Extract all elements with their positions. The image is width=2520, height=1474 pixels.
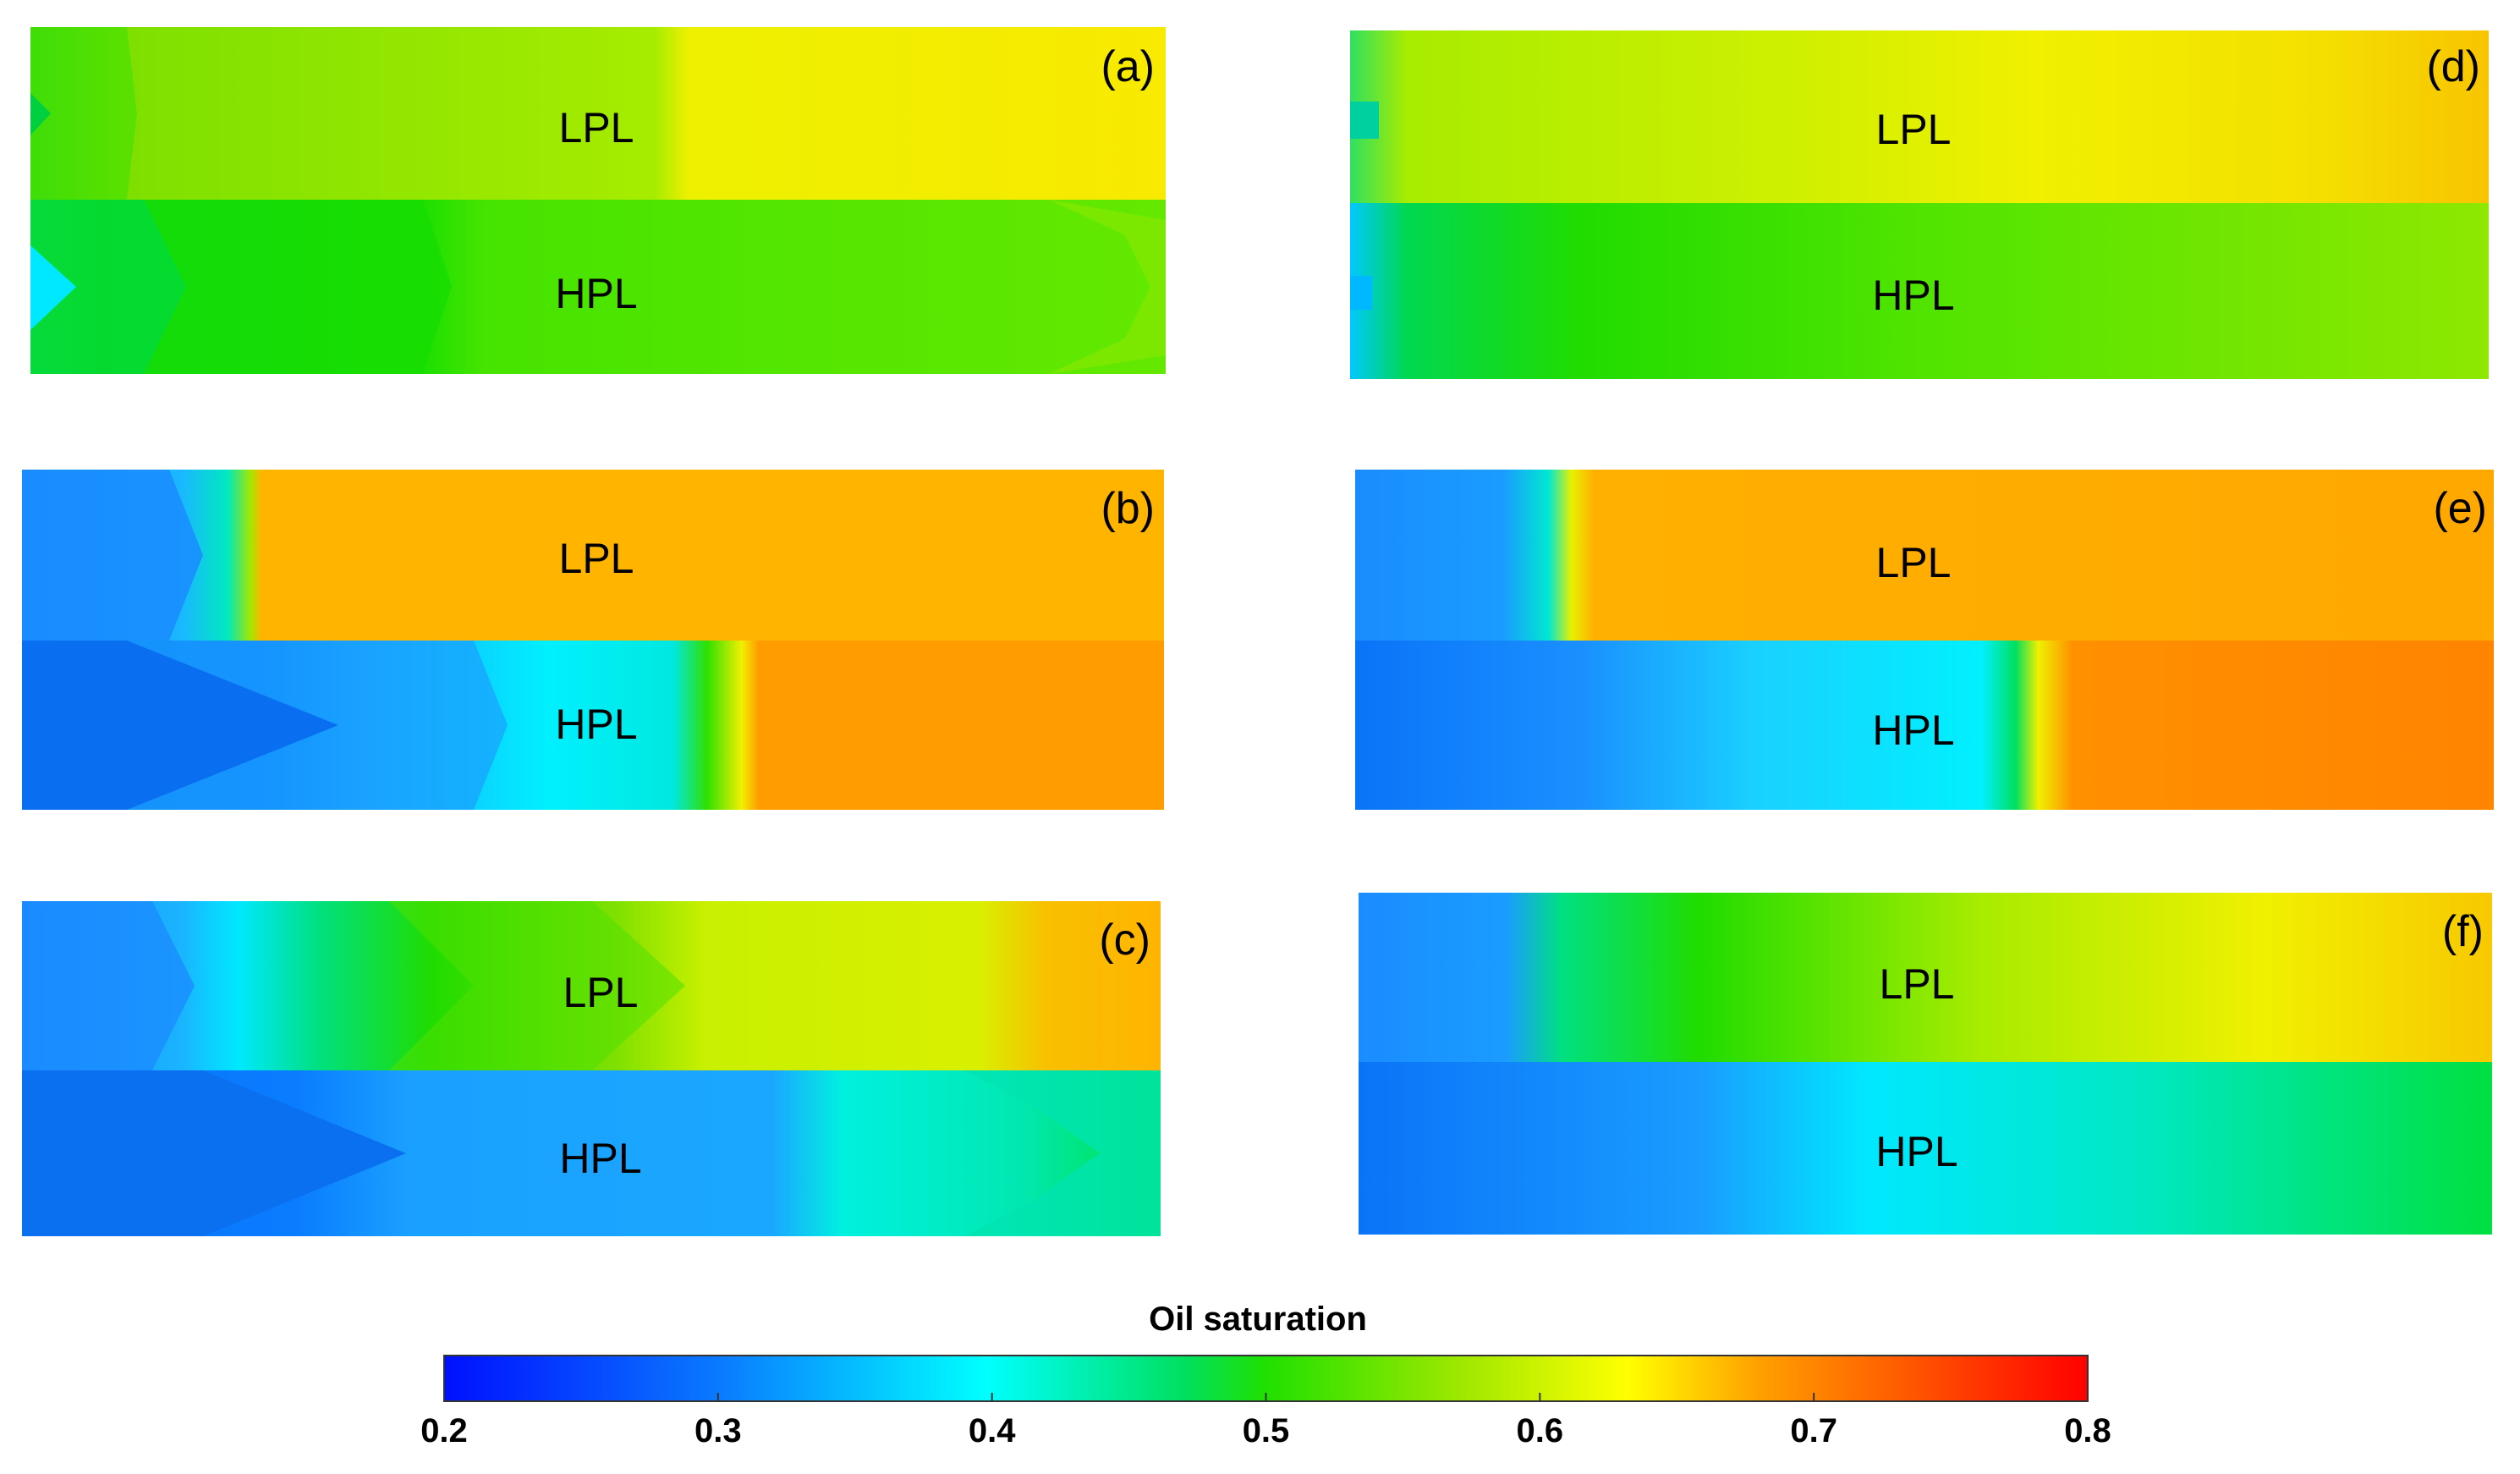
colorbar-tick-label: 0.5 [1243, 1412, 1290, 1449]
panel-f-hpl-layer [1359, 1062, 2492, 1235]
panel-a-lpl-label: LPL [559, 104, 634, 151]
panel-f-lpl-layer [1359, 893, 2492, 1062]
colorbar-tick-label: 0.8 [2064, 1412, 2111, 1449]
panel-e-hpl-layer [1355, 641, 2494, 810]
panel-a-hpl-inner [30, 245, 76, 330]
colorbar: Oil saturation 0.2 0.3 0.4 0.5 0.6 0.7 0.8 [420, 1301, 2111, 1449]
panel-d-hpl-label: HPL [1872, 272, 1954, 319]
panel-b-lpl-label: LPL [559, 535, 634, 582]
panel-a-hpl-label: HPL [555, 270, 637, 317]
panel-f-lpl-label: LPL [1880, 960, 1955, 1008]
panel-e-lpl-layer [1355, 470, 2494, 641]
panel-b-hpl-front [22, 641, 338, 810]
panel-b-lpl-front [22, 470, 203, 641]
panel-c-hpl-label: HPL [559, 1135, 641, 1182]
panel-b-hpl-label: HPL [555, 701, 637, 748]
colorbar-tick-label: 0.2 [420, 1412, 468, 1449]
panel-d-lpl-layer [1350, 30, 2489, 203]
colorbar-ticks: 0.2 0.3 0.4 0.5 0.6 0.7 0.8 [420, 1393, 2111, 1449]
panel-c-lpl-green [389, 901, 685, 1070]
panel-f-hpl-label: HPL [1875, 1128, 1957, 1175]
panel-e-lpl-label: LPL [1876, 539, 1952, 586]
panel-d: LPL HPL (d) [1350, 30, 2489, 379]
panel-b: LPL HPL (b) [22, 470, 1164, 810]
panel-e: LPL HPL (e) [1355, 470, 2494, 810]
panel-b-lpl-layer [22, 470, 1164, 641]
panel-a-lpl-core [30, 93, 51, 135]
panel-a-hpl-tail [1049, 200, 1166, 374]
panel-f-tag: (f) [2442, 907, 2484, 956]
panel-d-lpl-spot [1350, 102, 1379, 139]
panel-b-tag: (b) [1101, 484, 1155, 533]
panel-a: LPL HPL (a) [30, 27, 1166, 374]
panel-c-hpl-tail [964, 1070, 1161, 1236]
panel-f: LPL HPL (f) [1359, 893, 2492, 1235]
panel-a-lpl-front [30, 27, 137, 200]
panel-c-tag: (c) [1099, 916, 1150, 965]
panel-d-lpl-label: LPL [1876, 106, 1952, 153]
panel-b-hpl-mid [127, 641, 508, 810]
colorbar-tick-label: 0.4 [969, 1412, 1016, 1449]
panel-e-tag: (e) [2433, 484, 2487, 533]
colorbar-tick-label: 0.6 [1517, 1412, 1564, 1449]
panel-d-hpl-layer [1350, 203, 2489, 379]
panel-c-hpl-front [22, 1070, 406, 1236]
panel-d-tag: (d) [2426, 42, 2480, 91]
panel-a-hpl-core [30, 200, 186, 374]
panel-a-tag: (a) [1101, 42, 1155, 91]
panel-e-hpl-label: HPL [1872, 707, 1954, 754]
colorbar-tick-label: 0.7 [1790, 1412, 1837, 1449]
panel-c-lpl-label: LPL [563, 969, 639, 1016]
panel-c-lpl-front [22, 901, 195, 1070]
panel-a-lpl-layer [30, 27, 1166, 200]
colorbar-title: Oil saturation [1149, 1301, 1367, 1338]
panel-c: LPL HPL (c) [22, 901, 1161, 1236]
colorbar-tick-label: 0.3 [695, 1412, 742, 1449]
panel-d-hpl-spot [1350, 276, 1372, 310]
